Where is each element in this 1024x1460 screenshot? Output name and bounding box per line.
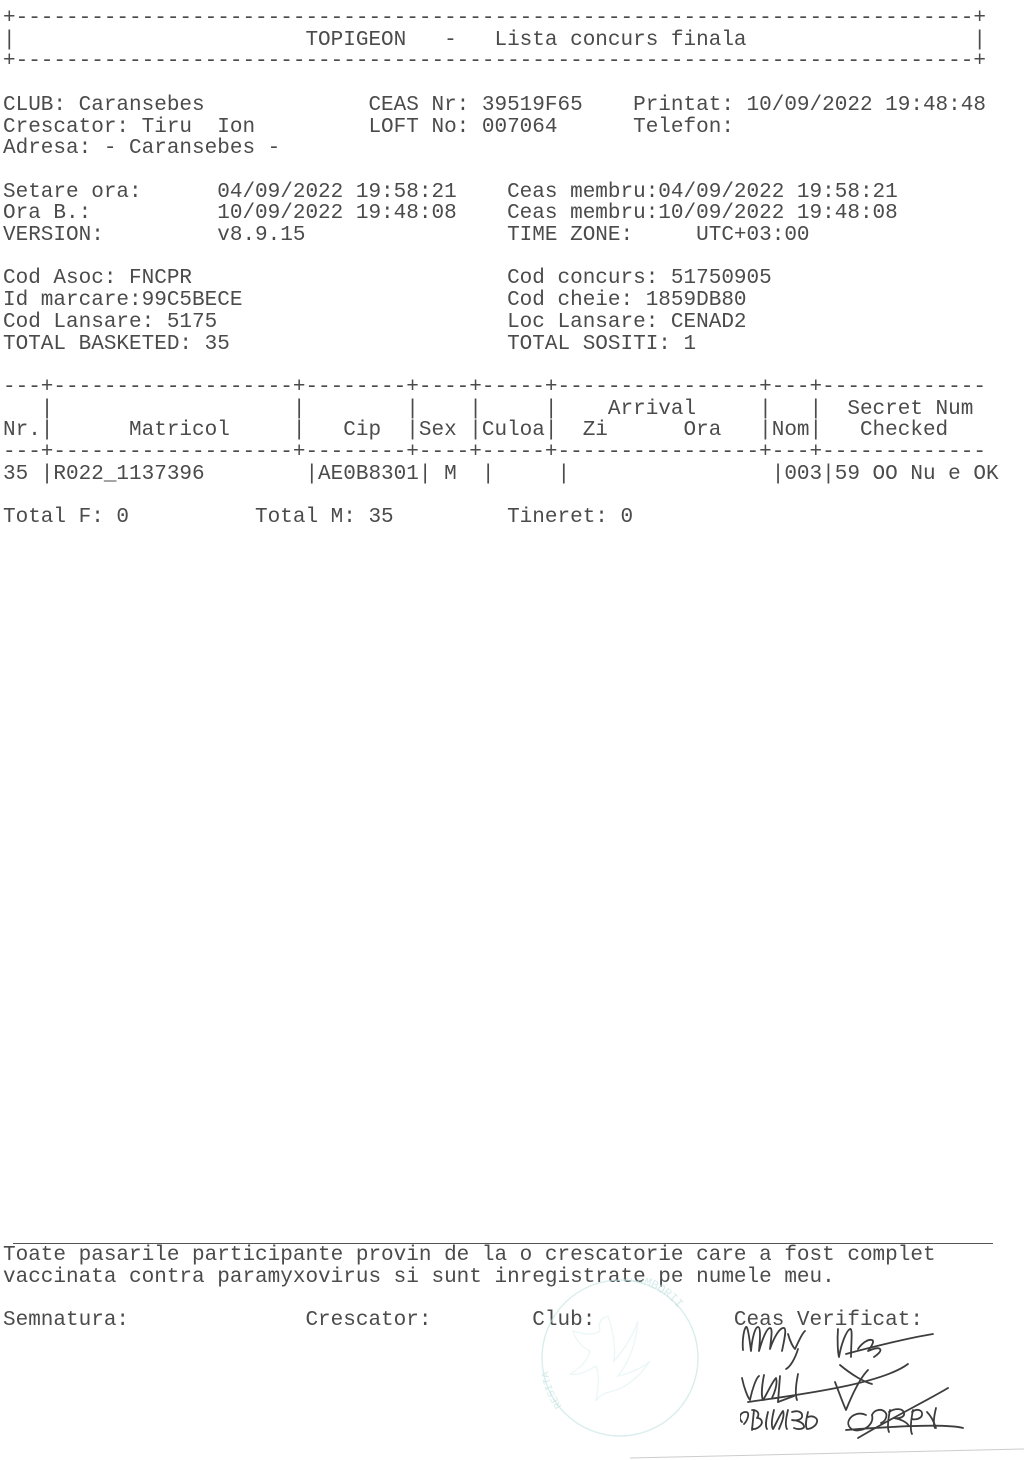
svg-text:OLUMBORII: OLUMBORII — [622, 1278, 686, 1311]
svg-text:RESITA: RESITA — [540, 1370, 565, 1411]
svg-text:*: * — [580, 1316, 584, 1326]
